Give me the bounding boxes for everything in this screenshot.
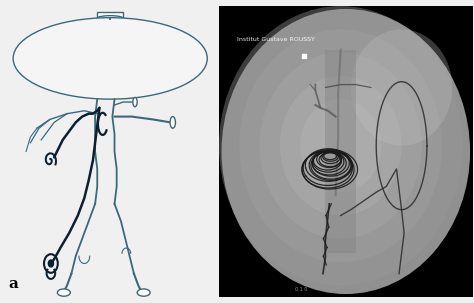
- Ellipse shape: [137, 289, 150, 296]
- Ellipse shape: [97, 16, 123, 21]
- Circle shape: [48, 260, 54, 267]
- Ellipse shape: [57, 289, 70, 296]
- Circle shape: [300, 99, 381, 192]
- Bar: [97, 12, 123, 19]
- Circle shape: [239, 29, 442, 262]
- Ellipse shape: [170, 117, 175, 128]
- Circle shape: [280, 76, 401, 215]
- Text: Institut Gustave ROUSSY: Institut Gustave ROUSSY: [237, 37, 315, 42]
- Circle shape: [260, 53, 422, 239]
- Ellipse shape: [13, 18, 207, 99]
- Circle shape: [351, 29, 452, 146]
- Text: 0.1 0: 0.1 0: [295, 287, 308, 291]
- Circle shape: [221, 9, 470, 294]
- Ellipse shape: [133, 97, 137, 107]
- Text: a: a: [9, 277, 18, 291]
- Bar: [326, 50, 356, 253]
- Circle shape: [219, 6, 463, 285]
- Text: b: b: [227, 277, 237, 291]
